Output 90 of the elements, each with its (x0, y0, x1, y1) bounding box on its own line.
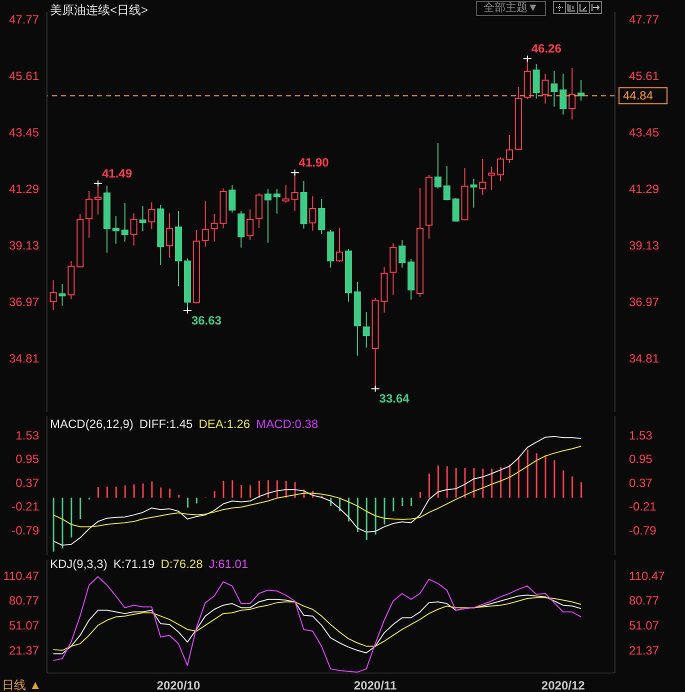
annotation: 41.90 (298, 156, 330, 170)
y2-tick-label: -0.79 (629, 523, 657, 538)
candlestick (256, 192, 263, 229)
annotation: 41.49 (102, 166, 132, 180)
y2-tick-label: 0.37 (629, 476, 653, 490)
y2-tick-label: 0.95 (629, 452, 653, 466)
y2-tick-label: 41.29 (629, 182, 660, 196)
y2-tick-label: 45.61 (629, 68, 660, 83)
y-tick-label: 110.47 (3, 568, 40, 583)
y2-tick-label: -0.21 (629, 500, 657, 514)
y2-tick-label: 21.37 (629, 643, 660, 658)
y-tick-label: 1.53 (16, 428, 40, 442)
y2-tick-label: 80.77 (629, 594, 660, 608)
candlestick (506, 134, 513, 164)
y2-tick-label: 43.45 (629, 125, 660, 140)
y2-tick-label: 110.47 (629, 568, 666, 583)
candlestick (228, 184, 236, 214)
y2-tick-label: 34.81 (629, 351, 660, 366)
y-tick-label: 0.37 (16, 476, 40, 490)
candlestick (148, 202, 156, 230)
candlestick (121, 202, 128, 242)
y2-tick-label: 36.97 (629, 294, 660, 309)
y-tick-label: -0.79 (12, 523, 40, 538)
x-tick-label: 2020/11 (354, 678, 397, 692)
annotation: 46.26 (531, 42, 562, 56)
candlestick (398, 240, 406, 268)
candlestick (318, 198, 326, 235)
y-tick-label: -0.21 (12, 500, 40, 514)
annotation: 36.63 (191, 313, 222, 328)
y-tick-label: 21.37 (8, 643, 40, 658)
candlestick (86, 190, 93, 238)
annotation: 全部主题▼ (476, 1, 546, 16)
y-tick-label: 41.29 (8, 182, 40, 196)
y-tick-label: 45.61 (8, 68, 40, 83)
candlestick (58, 284, 66, 306)
candlestick (309, 196, 316, 232)
y-tick-label: 0.95 (16, 452, 40, 466)
candlestick (282, 184, 290, 204)
y2-tick-label: 47.77 (629, 12, 660, 26)
chart-title: 美原油连续<日线> (50, 2, 148, 19)
text: 日线 ▲ (2, 677, 42, 692)
candlestick (130, 212, 138, 246)
chart-title: KDJ(9,3,3) (50, 557, 108, 571)
ref-line-label: 44.84 (623, 88, 654, 103)
candlestick (542, 74, 549, 104)
y-tick-label: 80.77 (8, 594, 40, 608)
candlestick (497, 156, 504, 182)
candlestick (568, 67, 576, 120)
line-series (52, 576, 582, 673)
y-tick-label: 43.45 (8, 125, 40, 140)
candlestick (264, 188, 272, 244)
candlestick (443, 166, 450, 201)
text: DEA:1.26 (198, 417, 250, 431)
candlestick (273, 188, 280, 214)
y-tick-label: 51.07 (8, 618, 40, 632)
candlestick (550, 70, 558, 108)
candlestick (112, 216, 120, 244)
annotation: MACD:0.38 (256, 417, 318, 431)
text: K:71.19 (113, 557, 155, 571)
y-tick-label: 36.97 (8, 294, 40, 309)
candlestick (336, 228, 344, 263)
series-label: J:61.01 (208, 557, 248, 571)
candlestick (166, 212, 174, 258)
x-tick-label: 2020/12 (541, 678, 586, 692)
candlestick (246, 209, 254, 241)
candlestick (479, 158, 486, 196)
y-tick-label: 34.81 (8, 351, 40, 366)
candlestick (362, 312, 370, 348)
text: D:76.28 (160, 557, 203, 571)
candlestick (470, 178, 478, 208)
y-tick-label: 47.77 (8, 12, 40, 26)
candlestick (452, 198, 460, 222)
candlestick (488, 166, 496, 190)
y-tick-label: 39.13 (8, 238, 40, 252)
x-tick-label: 2020/10 (156, 678, 200, 692)
candlestick (202, 200, 209, 248)
annotation: 33.64 (379, 392, 410, 406)
candlestick (434, 142, 442, 190)
candlestick (532, 64, 540, 100)
chart-title: MACD(26,12,9) (50, 417, 134, 431)
y2-tick-label: 51.07 (629, 618, 660, 632)
candlestick (50, 280, 57, 310)
text: DIFF:1.45 (139, 417, 193, 431)
y2-tick-label: 1.53 (629, 428, 653, 442)
candlestick (560, 73, 567, 116)
y2-tick-label: 39.13 (629, 238, 660, 252)
line-series (52, 436, 582, 546)
candlestick (238, 210, 245, 248)
candlestick (139, 206, 146, 232)
line-series (52, 446, 582, 528)
